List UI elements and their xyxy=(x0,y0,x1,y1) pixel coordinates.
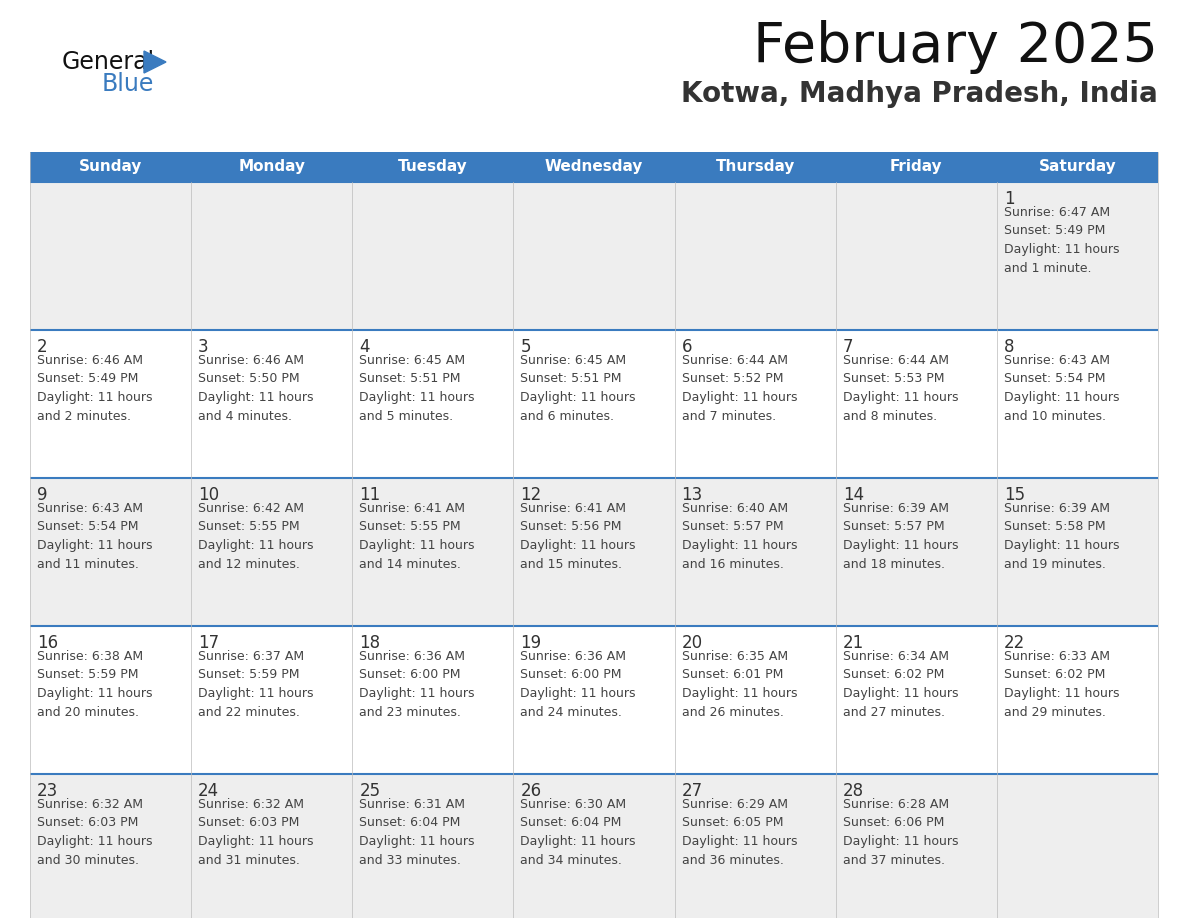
Text: Sunrise: 6:46 AM
Sunset: 5:49 PM
Daylight: 11 hours
and 2 minutes.: Sunrise: 6:46 AM Sunset: 5:49 PM Dayligh… xyxy=(37,354,152,422)
Text: 10: 10 xyxy=(198,486,220,504)
Text: Sunrise: 6:33 AM
Sunset: 6:02 PM
Daylight: 11 hours
and 29 minutes.: Sunrise: 6:33 AM Sunset: 6:02 PM Dayligh… xyxy=(1004,650,1119,719)
Text: Blue: Blue xyxy=(102,72,154,96)
Text: 13: 13 xyxy=(682,486,703,504)
Text: 3: 3 xyxy=(198,338,209,356)
Text: Sunrise: 6:44 AM
Sunset: 5:53 PM
Daylight: 11 hours
and 8 minutes.: Sunrise: 6:44 AM Sunset: 5:53 PM Dayligh… xyxy=(842,354,959,422)
Text: February 2025: February 2025 xyxy=(753,20,1158,74)
Text: Sunrise: 6:29 AM
Sunset: 6:05 PM
Daylight: 11 hours
and 36 minutes.: Sunrise: 6:29 AM Sunset: 6:05 PM Dayligh… xyxy=(682,798,797,867)
Text: Sunrise: 6:43 AM
Sunset: 5:54 PM
Daylight: 11 hours
and 11 minutes.: Sunrise: 6:43 AM Sunset: 5:54 PM Dayligh… xyxy=(37,502,152,570)
Text: Sunrise: 6:41 AM
Sunset: 5:56 PM
Daylight: 11 hours
and 15 minutes.: Sunrise: 6:41 AM Sunset: 5:56 PM Dayligh… xyxy=(520,502,636,570)
Text: Kotwa, Madhya Pradesh, India: Kotwa, Madhya Pradesh, India xyxy=(681,80,1158,108)
Text: Sunrise: 6:34 AM
Sunset: 6:02 PM
Daylight: 11 hours
and 27 minutes.: Sunrise: 6:34 AM Sunset: 6:02 PM Dayligh… xyxy=(842,650,959,719)
Text: 19: 19 xyxy=(520,634,542,652)
Text: Sunrise: 6:31 AM
Sunset: 6:04 PM
Daylight: 11 hours
and 33 minutes.: Sunrise: 6:31 AM Sunset: 6:04 PM Dayligh… xyxy=(359,798,475,867)
Text: Sunrise: 6:28 AM
Sunset: 6:06 PM
Daylight: 11 hours
and 37 minutes.: Sunrise: 6:28 AM Sunset: 6:06 PM Dayligh… xyxy=(842,798,959,867)
Text: 18: 18 xyxy=(359,634,380,652)
Text: Sunday: Sunday xyxy=(78,160,143,174)
Text: Sunrise: 6:45 AM
Sunset: 5:51 PM
Daylight: 11 hours
and 5 minutes.: Sunrise: 6:45 AM Sunset: 5:51 PM Dayligh… xyxy=(359,354,475,422)
Text: Sunrise: 6:30 AM
Sunset: 6:04 PM
Daylight: 11 hours
and 34 minutes.: Sunrise: 6:30 AM Sunset: 6:04 PM Dayligh… xyxy=(520,798,636,867)
Text: Sunrise: 6:32 AM
Sunset: 6:03 PM
Daylight: 11 hours
and 30 minutes.: Sunrise: 6:32 AM Sunset: 6:03 PM Dayligh… xyxy=(37,798,152,867)
Text: Sunrise: 6:38 AM
Sunset: 5:59 PM
Daylight: 11 hours
and 20 minutes.: Sunrise: 6:38 AM Sunset: 5:59 PM Dayligh… xyxy=(37,650,152,719)
Text: 11: 11 xyxy=(359,486,380,504)
Text: 4: 4 xyxy=(359,338,369,356)
Text: 22: 22 xyxy=(1004,634,1025,652)
Text: Friday: Friday xyxy=(890,160,942,174)
Text: 15: 15 xyxy=(1004,486,1025,504)
Bar xyxy=(30,152,1158,182)
Polygon shape xyxy=(144,51,166,73)
Text: 28: 28 xyxy=(842,782,864,800)
Text: Sunrise: 6:42 AM
Sunset: 5:55 PM
Daylight: 11 hours
and 12 minutes.: Sunrise: 6:42 AM Sunset: 5:55 PM Dayligh… xyxy=(198,502,314,570)
Bar xyxy=(30,626,1158,774)
Text: 17: 17 xyxy=(198,634,220,652)
Text: 21: 21 xyxy=(842,634,864,652)
Bar xyxy=(30,774,1158,918)
Text: Sunrise: 6:44 AM
Sunset: 5:52 PM
Daylight: 11 hours
and 7 minutes.: Sunrise: 6:44 AM Sunset: 5:52 PM Dayligh… xyxy=(682,354,797,422)
Text: Thursday: Thursday xyxy=(715,160,795,174)
Text: Sunrise: 6:39 AM
Sunset: 5:57 PM
Daylight: 11 hours
and 18 minutes.: Sunrise: 6:39 AM Sunset: 5:57 PM Dayligh… xyxy=(842,502,959,570)
Text: 26: 26 xyxy=(520,782,542,800)
Text: 5: 5 xyxy=(520,338,531,356)
Text: Tuesday: Tuesday xyxy=(398,160,468,174)
Text: Saturday: Saturday xyxy=(1038,160,1117,174)
Text: 1: 1 xyxy=(1004,190,1015,208)
Text: Wednesday: Wednesday xyxy=(545,160,643,174)
Text: 2: 2 xyxy=(37,338,48,356)
Text: Sunrise: 6:41 AM
Sunset: 5:55 PM
Daylight: 11 hours
and 14 minutes.: Sunrise: 6:41 AM Sunset: 5:55 PM Dayligh… xyxy=(359,502,475,570)
Text: 20: 20 xyxy=(682,634,702,652)
Text: 9: 9 xyxy=(37,486,48,504)
Text: 14: 14 xyxy=(842,486,864,504)
Text: 16: 16 xyxy=(37,634,58,652)
Text: Sunrise: 6:35 AM
Sunset: 6:01 PM
Daylight: 11 hours
and 26 minutes.: Sunrise: 6:35 AM Sunset: 6:01 PM Dayligh… xyxy=(682,650,797,719)
Text: General: General xyxy=(62,50,156,74)
Text: Sunrise: 6:32 AM
Sunset: 6:03 PM
Daylight: 11 hours
and 31 minutes.: Sunrise: 6:32 AM Sunset: 6:03 PM Dayligh… xyxy=(198,798,314,867)
Text: Sunrise: 6:40 AM
Sunset: 5:57 PM
Daylight: 11 hours
and 16 minutes.: Sunrise: 6:40 AM Sunset: 5:57 PM Dayligh… xyxy=(682,502,797,570)
Text: 8: 8 xyxy=(1004,338,1015,356)
Text: 7: 7 xyxy=(842,338,853,356)
Text: 6: 6 xyxy=(682,338,693,356)
Text: Sunrise: 6:46 AM
Sunset: 5:50 PM
Daylight: 11 hours
and 4 minutes.: Sunrise: 6:46 AM Sunset: 5:50 PM Dayligh… xyxy=(198,354,314,422)
Text: 23: 23 xyxy=(37,782,58,800)
Text: Sunrise: 6:47 AM
Sunset: 5:49 PM
Daylight: 11 hours
and 1 minute.: Sunrise: 6:47 AM Sunset: 5:49 PM Dayligh… xyxy=(1004,206,1119,274)
Text: 25: 25 xyxy=(359,782,380,800)
Text: 27: 27 xyxy=(682,782,702,800)
Text: Sunrise: 6:45 AM
Sunset: 5:51 PM
Daylight: 11 hours
and 6 minutes.: Sunrise: 6:45 AM Sunset: 5:51 PM Dayligh… xyxy=(520,354,636,422)
Text: Sunrise: 6:36 AM
Sunset: 6:00 PM
Daylight: 11 hours
and 23 minutes.: Sunrise: 6:36 AM Sunset: 6:00 PM Dayligh… xyxy=(359,650,475,719)
Bar xyxy=(30,330,1158,478)
Text: 24: 24 xyxy=(198,782,220,800)
Text: 12: 12 xyxy=(520,486,542,504)
Text: Sunrise: 6:37 AM
Sunset: 5:59 PM
Daylight: 11 hours
and 22 minutes.: Sunrise: 6:37 AM Sunset: 5:59 PM Dayligh… xyxy=(198,650,314,719)
Text: Sunrise: 6:43 AM
Sunset: 5:54 PM
Daylight: 11 hours
and 10 minutes.: Sunrise: 6:43 AM Sunset: 5:54 PM Dayligh… xyxy=(1004,354,1119,422)
Text: Monday: Monday xyxy=(239,160,305,174)
Bar xyxy=(30,478,1158,626)
Bar xyxy=(30,182,1158,330)
Text: Sunrise: 6:36 AM
Sunset: 6:00 PM
Daylight: 11 hours
and 24 minutes.: Sunrise: 6:36 AM Sunset: 6:00 PM Dayligh… xyxy=(520,650,636,719)
Text: Sunrise: 6:39 AM
Sunset: 5:58 PM
Daylight: 11 hours
and 19 minutes.: Sunrise: 6:39 AM Sunset: 5:58 PM Dayligh… xyxy=(1004,502,1119,570)
